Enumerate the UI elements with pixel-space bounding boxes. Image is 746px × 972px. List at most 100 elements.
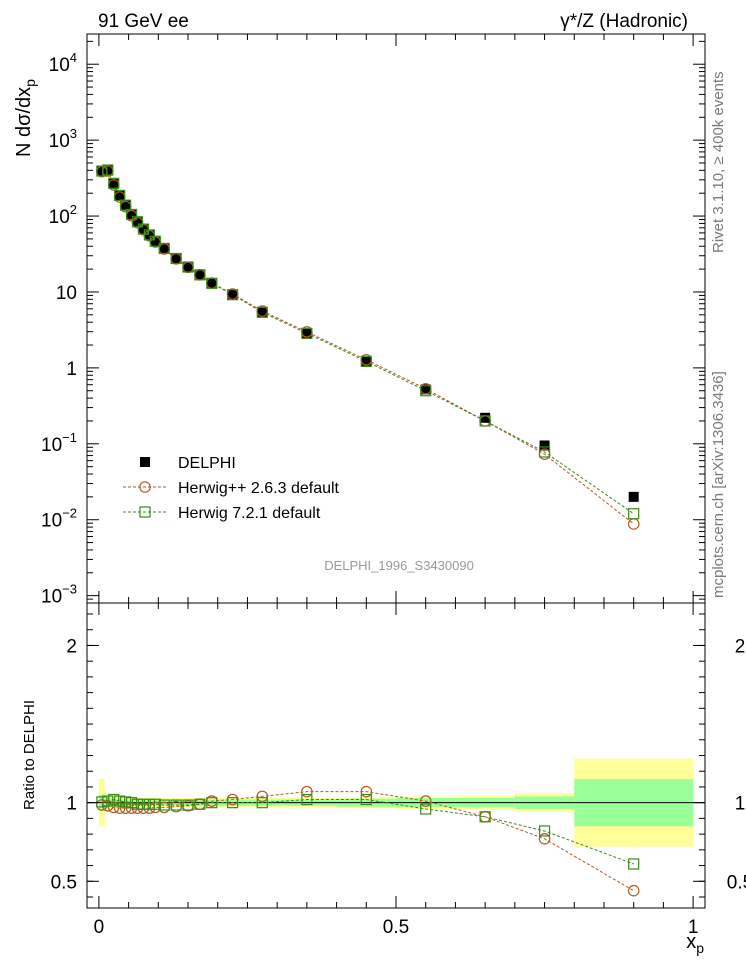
x-axis-title-main: x bbox=[686, 931, 696, 953]
herwig7-point bbox=[256, 306, 268, 318]
herwig7-ratio-point bbox=[102, 795, 114, 807]
delphi-data-point bbox=[480, 412, 491, 423]
herwig7-point bbox=[102, 164, 114, 176]
ratio-panel: 0.5 0.5 1 1 2 2 0 0.5 1 bbox=[51, 602, 746, 938]
herwig7-point bbox=[96, 165, 108, 177]
analysis-watermark: DELPHI_1996_S3430090 bbox=[324, 558, 474, 573]
main-y-tick-label: 102 bbox=[49, 202, 77, 228]
herwig7-ratio-point bbox=[301, 793, 313, 806]
main-y-tick-label: 10−1 bbox=[41, 430, 77, 456]
herwig7-ratio-point bbox=[256, 797, 268, 809]
herwig7-point bbox=[479, 415, 491, 427]
delphi-data-point bbox=[96, 166, 107, 177]
herwig7-ratio-point bbox=[170, 799, 182, 811]
ratio-x-tick-label: 0 bbox=[94, 917, 105, 938]
herwig7-ratio-point bbox=[479, 811, 491, 823]
herwigpp-ratio-point bbox=[538, 833, 551, 845]
delphi-data-point bbox=[114, 190, 125, 201]
delphi-data-point bbox=[126, 209, 137, 220]
main-y-tick-mantissa: 10 bbox=[41, 587, 62, 608]
herwig7-point bbox=[360, 355, 372, 367]
herwig7-ratio-point bbox=[137, 798, 150, 810]
legend-label: DELPHI bbox=[178, 455, 236, 472]
x-axis-title-sub: p bbox=[696, 940, 704, 956]
herwigpp-ratio-point bbox=[360, 785, 373, 798]
herwig7-ratio-point bbox=[538, 825, 551, 837]
main-y-tick-exponent: −1 bbox=[62, 430, 77, 445]
herwig7-point bbox=[114, 189, 126, 202]
main-y-tick-exponent: 2 bbox=[70, 202, 77, 217]
delphi-data-point bbox=[420, 384, 431, 395]
delphi-data-point bbox=[138, 223, 149, 234]
legend-label: Herwig 7.2.1 default bbox=[178, 505, 321, 522]
herwig7-ratio-point bbox=[420, 803, 432, 815]
herwig7-point bbox=[170, 252, 182, 265]
main-series bbox=[96, 164, 640, 530]
delphi-data-point bbox=[539, 440, 550, 451]
herwigpp-ratio-point bbox=[256, 790, 269, 803]
main-y-tick-exponent: −2 bbox=[62, 506, 77, 521]
herwig7-point bbox=[628, 508, 640, 520]
main-y-axis-title: N dσ/dxp bbox=[13, 79, 38, 157]
herwig7-point bbox=[120, 199, 132, 211]
delphi-data-point bbox=[120, 200, 131, 211]
herwig7-point bbox=[137, 223, 150, 235]
delphi-data-point bbox=[361, 356, 372, 367]
ratio-x-tick-label: 1 bbox=[688, 917, 699, 938]
herwigpp-ratio-point bbox=[107, 801, 120, 814]
herwig7-point bbox=[538, 446, 551, 458]
herwig7-point bbox=[420, 385, 432, 397]
ratio-frame bbox=[86, 602, 706, 909]
herwig7-point bbox=[194, 269, 206, 281]
herwig7-point bbox=[301, 327, 313, 339]
plot-header-left: 91 GeV ee bbox=[98, 11, 189, 32]
herwig7-ratio-point bbox=[125, 797, 138, 809]
delphi-data-point bbox=[628, 491, 639, 502]
herwig7-point bbox=[226, 289, 239, 301]
ratio-y-tick-label-right: 2 bbox=[735, 636, 746, 657]
herwig7-point bbox=[206, 277, 218, 289]
delphi-data-point bbox=[257, 307, 268, 318]
main-y-tick-label: 1 bbox=[66, 359, 77, 380]
herwig7-ratio-point bbox=[206, 797, 218, 809]
main-y-tick-label: 103 bbox=[49, 126, 77, 152]
ratio-y-tick-label-left: 2 bbox=[66, 636, 77, 657]
delphi-data-point bbox=[102, 165, 113, 176]
mcplots-source-label: mcplots.cern.ch [arXiv:1306.3436] bbox=[710, 371, 727, 598]
main-y-axis-title-sub: p bbox=[22, 79, 38, 87]
herwigpp-ratio-line bbox=[101, 791, 634, 892]
main-y-tick-mantissa: 10 bbox=[49, 131, 70, 152]
main-y-tick-mantissa: 10 bbox=[49, 207, 70, 228]
ratio-x-tick-label: 0.5 bbox=[383, 917, 409, 938]
herwig7-ratio-point bbox=[131, 798, 144, 810]
main-y-axis-title-main: N dσ/dx bbox=[13, 87, 35, 157]
delphi-data-point bbox=[159, 242, 170, 253]
herwig7-point bbox=[143, 229, 155, 241]
ratio-y-tick-label-left: 1 bbox=[66, 794, 77, 815]
herwigpp-ratio-point bbox=[419, 795, 432, 807]
delphi-data-point bbox=[108, 178, 119, 189]
main-y-tick-exponent: 4 bbox=[70, 50, 77, 65]
herwigpp-ratio-point bbox=[627, 884, 640, 897]
main-y-tick-exponent: 3 bbox=[70, 126, 77, 141]
delphi-data-point bbox=[301, 328, 312, 339]
herwig7-point bbox=[108, 177, 120, 189]
herwig7-ratio-point bbox=[158, 799, 170, 811]
herwig7-ratio-point bbox=[182, 799, 194, 811]
main-y-tick-label: 10−2 bbox=[41, 506, 77, 532]
main-y-tick-exponent: −3 bbox=[62, 582, 77, 597]
herwig7-ratio-point bbox=[114, 795, 126, 807]
herwigpp-ratio-point bbox=[301, 785, 313, 798]
ratio-y-axis-title: Ratio to DELPHI bbox=[21, 700, 38, 810]
delphi-data-point bbox=[206, 278, 217, 289]
main-panel: DELPHI Herwig++ 2.6.3 default Herwig 7.2.1… bbox=[41, 33, 706, 608]
herwig7-ratio-point bbox=[360, 793, 372, 806]
herwig7-point bbox=[182, 261, 194, 273]
main-y-tick-label: 10−3 bbox=[41, 582, 77, 608]
herwigpp-ratio-point bbox=[113, 802, 126, 814]
herwig7-point bbox=[149, 235, 161, 247]
ratio-y-tick-label-right: 0.5 bbox=[727, 872, 746, 893]
delphi-data-point bbox=[194, 269, 205, 280]
